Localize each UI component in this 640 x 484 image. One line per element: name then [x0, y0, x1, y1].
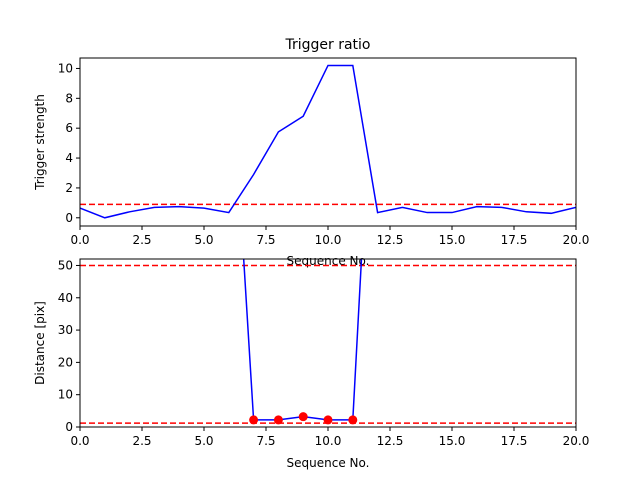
x-tick-label: 2.5 [132, 233, 151, 247]
data-point-marker [249, 415, 259, 425]
x-tick-label: 0.0 [70, 434, 89, 448]
y-tick-label: 8 [65, 91, 73, 105]
data-point-marker [273, 415, 283, 425]
y-tick-label: 30 [58, 323, 73, 337]
x-tick-label: 7.5 [256, 434, 275, 448]
x-tick-label: 12.5 [377, 434, 404, 448]
x-tick-label: 0.0 [70, 233, 89, 247]
x-tick-label: 17.5 [501, 434, 528, 448]
x-axis-label: Sequence No. [287, 254, 370, 268]
data-point-marker [348, 415, 358, 425]
y-tick-label: 4 [65, 151, 73, 165]
y-tick-label: 0 [65, 211, 73, 225]
x-tick-label: 20.0 [563, 233, 590, 247]
data-series-line [80, 64, 576, 219]
y-tick-label: 10 [58, 388, 73, 402]
y-tick-label: 0 [65, 420, 73, 434]
x-tick-label: 5.0 [194, 434, 213, 448]
x-tick-label: 20.0 [563, 434, 590, 448]
x-axis-label: Sequence No. [287, 456, 370, 470]
x-tick-label: 17.5 [501, 233, 528, 247]
y-tick-label: 40 [58, 291, 73, 305]
data-point-marker [298, 412, 308, 422]
chart-title: Trigger ratio [284, 37, 370, 53]
y-axis-label: Distance [pix] [33, 301, 47, 385]
y-tick-label: 50 [58, 258, 73, 272]
y-tick-label: 2 [65, 181, 73, 195]
y-tick-label: 20 [58, 355, 73, 369]
distance-subplot: Sequence No. Distance [pix] 0.0 2.5 5.0 7.5… [33, 258, 589, 470]
x-tick-label: 10.0 [315, 233, 342, 247]
x-tick-label: 10.0 [315, 434, 342, 448]
x-tick-label: 15.0 [439, 233, 466, 247]
trigger-ratio-subplot: Trigger ratio Sequence No. Trigger stren… [33, 37, 589, 268]
x-tick-label: 2.5 [132, 434, 151, 448]
x-tick-label: 15.0 [439, 434, 466, 448]
x-tick-label: 7.5 [256, 233, 275, 247]
y-axis-label: Trigger strength [33, 94, 47, 191]
x-tick-label: 12.5 [377, 233, 404, 247]
y-tick-label: 6 [65, 121, 73, 135]
x-tick-label: 5.0 [194, 233, 213, 247]
y-tick-label: 10 [58, 61, 73, 75]
data-point-marker [323, 415, 333, 425]
